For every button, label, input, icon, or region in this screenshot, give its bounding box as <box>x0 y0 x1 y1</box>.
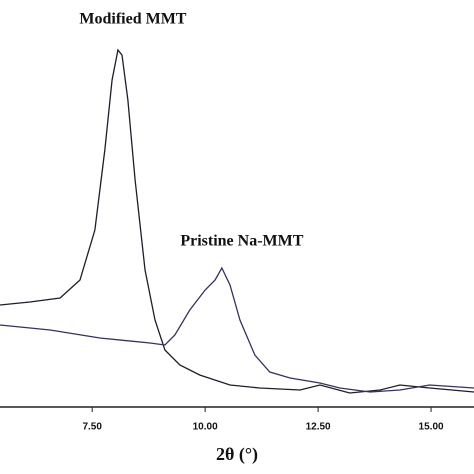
series-line <box>0 48 474 394</box>
x-tick-label: 15.00 <box>419 422 444 433</box>
x-tick-label: 10.00 <box>193 422 218 433</box>
x-tick-label: 12.50 <box>306 422 331 433</box>
series-line <box>0 266 474 393</box>
series-label: Modified MMT <box>79 11 186 28</box>
x-tick-label: 7.50 <box>82 422 102 433</box>
x-axis-label: 2θ (°) <box>216 444 258 465</box>
series-label: Pristine Na-MMT <box>180 233 303 250</box>
